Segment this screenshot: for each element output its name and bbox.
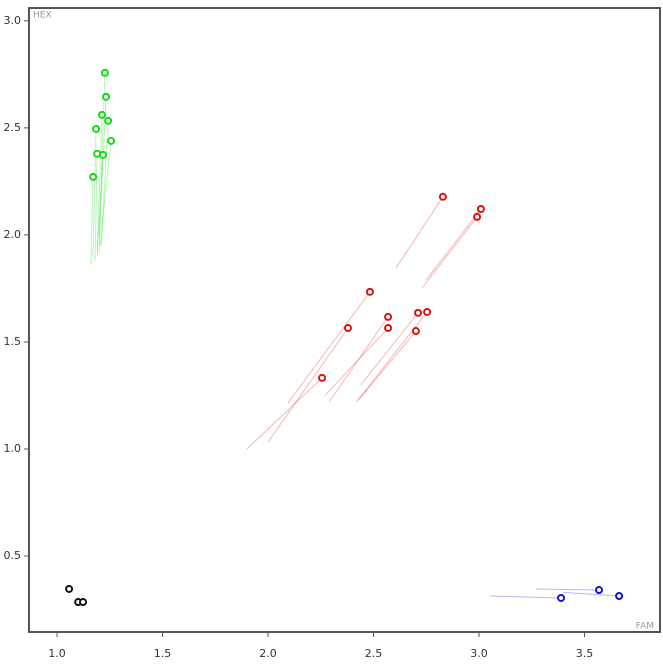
trail	[96, 114, 103, 250]
point	[79, 598, 88, 607]
trail	[535, 588, 600, 591]
trail	[267, 327, 349, 443]
trail	[90, 176, 94, 265]
point	[438, 192, 447, 201]
point	[423, 307, 432, 316]
trail	[563, 591, 620, 597]
point	[102, 92, 111, 101]
x-tick-label: 1.5	[154, 647, 172, 660]
point	[318, 373, 327, 382]
point	[365, 287, 374, 296]
point	[92, 124, 101, 133]
y-tick-label: 2.5	[4, 121, 22, 134]
y-tick-label: 3.0	[4, 14, 22, 27]
point	[107, 136, 116, 145]
trail	[356, 311, 428, 403]
trail	[98, 140, 112, 253]
trail	[489, 595, 562, 599]
point	[343, 324, 352, 333]
point	[100, 68, 109, 77]
y-tick-label: 1.5	[4, 335, 22, 348]
point	[99, 150, 108, 159]
y-tick-label: 2.0	[4, 228, 22, 241]
point	[104, 116, 113, 125]
point	[384, 312, 393, 321]
point	[65, 584, 74, 593]
point	[97, 110, 106, 119]
point	[384, 324, 393, 333]
point	[615, 592, 624, 601]
point	[89, 172, 98, 181]
plot-frame	[28, 7, 661, 633]
trail	[246, 377, 323, 450]
y-tick-label: 0.5	[4, 549, 22, 562]
trail	[358, 330, 417, 401]
x-tick-label: 3.5	[576, 647, 594, 660]
point	[414, 308, 423, 317]
x-tick-label: 2.0	[259, 647, 277, 660]
trail	[96, 154, 104, 257]
trail	[94, 153, 98, 261]
x-axis-label: FAM	[636, 622, 654, 632]
trail	[100, 120, 109, 246]
point	[476, 205, 485, 214]
trail	[360, 312, 419, 386]
x-tick-label: 1.0	[48, 647, 66, 660]
trail	[421, 216, 478, 289]
trail	[328, 316, 389, 403]
y-axis-label: HEX	[33, 11, 52, 21]
trail	[324, 327, 389, 396]
trail	[425, 208, 482, 281]
x-tick-label: 3.0	[470, 647, 488, 660]
trail	[287, 291, 371, 404]
y-tick-label: 1.0	[4, 442, 22, 455]
point	[473, 212, 482, 221]
trail	[395, 196, 444, 269]
point	[557, 593, 566, 602]
point	[411, 327, 420, 336]
x-tick-label: 2.5	[365, 647, 383, 660]
point	[595, 586, 604, 595]
